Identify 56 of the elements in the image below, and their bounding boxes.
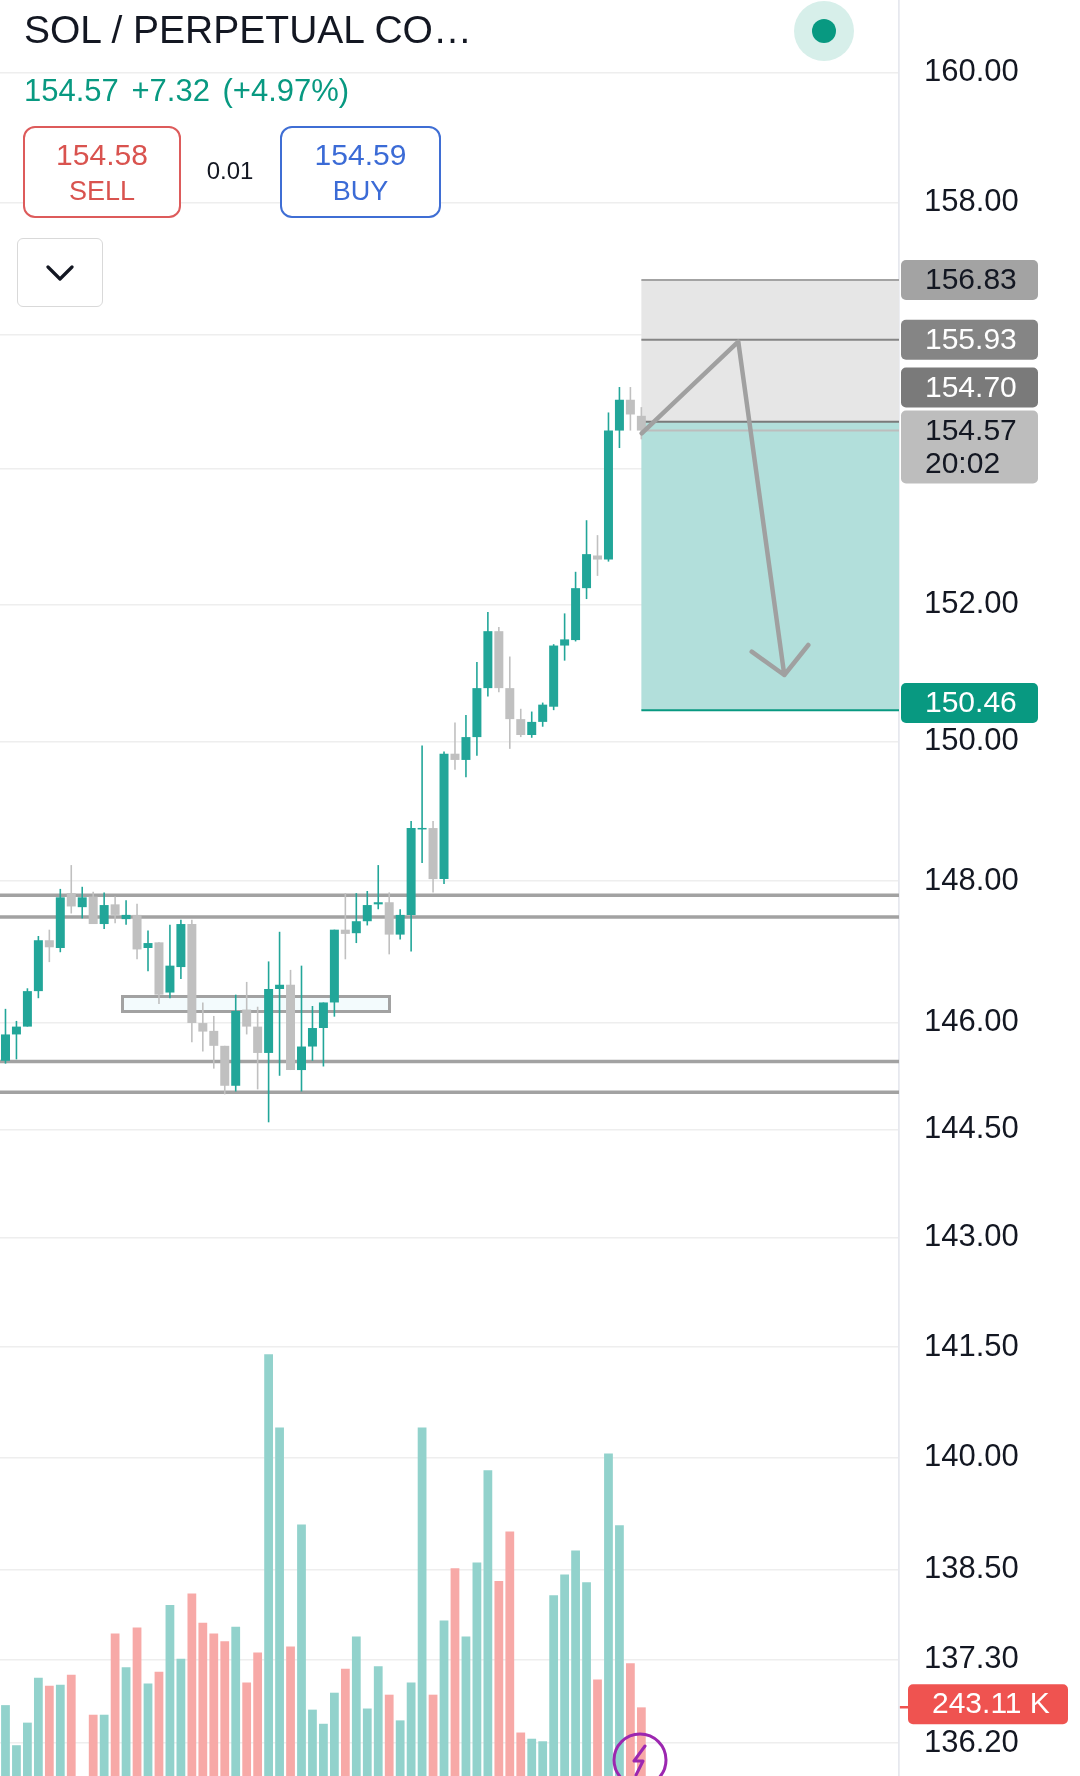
ref-line-label: 156.83	[925, 262, 1017, 296]
y-tick-label: 160.00	[924, 52, 1019, 88]
candlestick	[362, 890, 372, 927]
candlestick	[110, 895, 120, 925]
candlestick	[351, 892, 361, 944]
dropdown-button[interactable]	[17, 238, 103, 307]
sell-button[interactable]: 154.58 SELL	[23, 126, 181, 218]
annotation: BUY	[332, 176, 389, 207]
ref-line-label: 150.46	[925, 685, 1017, 719]
candlestick	[538, 701, 548, 728]
annotation: 154.58	[56, 137, 148, 172]
buy-button[interactable]: 154.59 BUY	[280, 126, 441, 218]
candlestick	[593, 534, 602, 577]
y-tick-label: 144.50	[924, 1110, 1019, 1146]
candlestick	[625, 386, 635, 432]
candlestick	[340, 892, 350, 961]
annotation: 154.57 +7.32 (+4.97%)	[24, 73, 350, 109]
annotation: SELL	[68, 176, 136, 207]
candlestick	[373, 864, 383, 911]
annotation: 0.01	[205, 157, 255, 185]
candlestick	[560, 612, 570, 662]
y-tick-label: 152.00	[924, 585, 1019, 621]
candlestick	[461, 714, 471, 779]
annotation: 154.59	[314, 137, 407, 172]
ref-line-label: 155.93	[925, 321, 1017, 355]
y-tick-label: 158.00	[924, 183, 1019, 219]
candlestick	[307, 1005, 317, 1062]
candlestick	[11, 1020, 21, 1061]
candlestick	[198, 1001, 208, 1053]
candlestick	[121, 899, 131, 926]
y-tick-label: 136.20	[924, 1723, 1019, 1759]
y-tick-label: 141.50	[924, 1327, 1019, 1363]
chart-title: SOL / PERPETUAL CO…	[24, 8, 472, 53]
candlestick	[143, 929, 153, 973]
candlestick	[275, 930, 285, 1077]
y-tick-label: 143.00	[924, 1218, 1019, 1254]
candlestick	[516, 707, 526, 738]
candlestick	[395, 908, 405, 941]
candlestick	[66, 864, 76, 915]
legend-label: 154.70	[925, 369, 1017, 403]
candlestick	[297, 964, 306, 1093]
candlestick	[77, 886, 87, 920]
y-tick-label: 148.00	[924, 861, 1019, 897]
y-tick-label: 150.00	[924, 722, 1019, 758]
candlestick	[242, 981, 252, 1036]
y-tick-label: 138.50	[924, 1550, 1019, 1586]
y-tick-label: 140.00	[924, 1438, 1019, 1474]
y-tick-label: 146.00	[924, 1002, 1019, 1038]
ref-line-label: 154.57 20:02	[925, 412, 1017, 479]
candlestick	[450, 721, 460, 771]
candlestick	[209, 1015, 219, 1070]
candlestick	[99, 891, 109, 930]
y-tick-label: 137.30	[924, 1640, 1019, 1676]
candlestick	[527, 710, 537, 739]
candlestick	[44, 928, 54, 963]
y2-tick-label: 243.11 K	[932, 1686, 1050, 1720]
